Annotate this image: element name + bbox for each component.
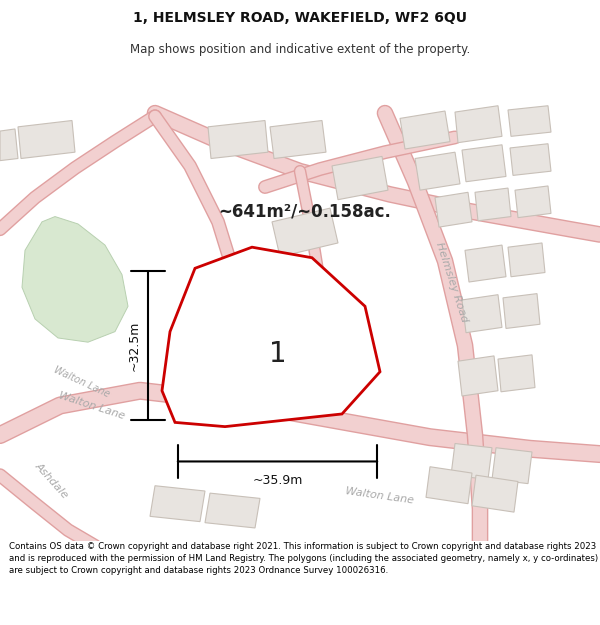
- Polygon shape: [475, 188, 511, 221]
- Polygon shape: [465, 245, 506, 282]
- Polygon shape: [458, 356, 498, 396]
- Polygon shape: [208, 121, 268, 159]
- Polygon shape: [455, 106, 502, 142]
- Text: ~641m²/~0.158ac.: ~641m²/~0.158ac.: [218, 202, 391, 220]
- Polygon shape: [492, 448, 532, 484]
- Text: 1: 1: [269, 340, 287, 368]
- Text: ~32.5m: ~32.5m: [128, 320, 140, 371]
- Polygon shape: [400, 111, 450, 149]
- Polygon shape: [462, 145, 506, 182]
- Text: Ashdale: Ashdale: [34, 461, 71, 500]
- Polygon shape: [22, 217, 128, 342]
- Polygon shape: [205, 493, 260, 528]
- Text: Walton Lane: Walton Lane: [58, 390, 127, 421]
- Polygon shape: [0, 129, 18, 161]
- Polygon shape: [498, 355, 535, 392]
- Polygon shape: [515, 186, 551, 218]
- Text: Walton Lane: Walton Lane: [345, 486, 415, 506]
- Polygon shape: [451, 444, 492, 479]
- Polygon shape: [462, 294, 502, 333]
- Polygon shape: [472, 475, 518, 512]
- Text: Helmsley Road: Helmsley Road: [434, 241, 470, 323]
- Polygon shape: [272, 208, 338, 257]
- Text: Map shows position and indicative extent of the property.: Map shows position and indicative extent…: [130, 42, 470, 56]
- Polygon shape: [508, 243, 545, 277]
- Polygon shape: [426, 467, 472, 504]
- Polygon shape: [270, 121, 326, 159]
- Polygon shape: [503, 294, 540, 329]
- Polygon shape: [162, 247, 380, 427]
- Polygon shape: [415, 152, 460, 190]
- Polygon shape: [508, 106, 551, 136]
- Polygon shape: [435, 192, 472, 227]
- Text: ~35.9m: ~35.9m: [253, 474, 302, 487]
- Text: 1, HELMSLEY ROAD, WAKEFIELD, WF2 6QU: 1, HELMSLEY ROAD, WAKEFIELD, WF2 6QU: [133, 11, 467, 26]
- Polygon shape: [510, 144, 551, 176]
- Polygon shape: [18, 121, 75, 159]
- Text: Contains OS data © Crown copyright and database right 2021. This information is : Contains OS data © Crown copyright and d…: [9, 542, 598, 575]
- Polygon shape: [150, 486, 205, 522]
- Polygon shape: [332, 156, 388, 199]
- Text: Walton Lane: Walton Lane: [52, 365, 112, 399]
